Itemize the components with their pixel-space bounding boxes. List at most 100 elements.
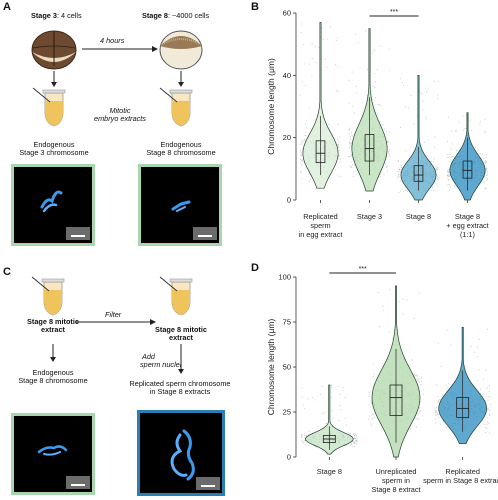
data-point	[340, 157, 342, 159]
data-point	[437, 417, 439, 419]
data-point	[374, 416, 376, 418]
data-point	[351, 134, 353, 136]
data-point	[422, 109, 424, 111]
data-point	[463, 129, 465, 132]
data-point	[372, 50, 374, 52]
data-point	[304, 123, 306, 125]
data-point	[427, 139, 429, 141]
data-point	[420, 381, 422, 383]
data-point	[400, 190, 402, 192]
data-point	[469, 119, 471, 121]
data-point	[448, 383, 450, 385]
data-point	[301, 164, 303, 166]
data-point	[450, 148, 453, 150]
category-label: sperm in Stage 8 extract	[423, 476, 498, 485]
category-label: Replicated	[303, 212, 337, 221]
data-point	[349, 144, 352, 146]
data-point	[303, 162, 305, 164]
data-point	[351, 71, 353, 73]
data-point	[371, 403, 373, 405]
data-point	[349, 135, 352, 137]
data-point	[488, 414, 490, 416]
data-point	[414, 372, 416, 375]
data-point	[476, 346, 478, 348]
data-point	[464, 127, 466, 129]
data-point	[489, 409, 491, 411]
data-point	[353, 443, 355, 445]
data-point	[301, 161, 303, 163]
data-point	[349, 432, 352, 434]
data-point	[375, 81, 377, 83]
category-label: Stage 8	[406, 212, 431, 221]
data-point	[398, 192, 400, 194]
data-point	[386, 156, 388, 158]
data-point	[339, 176, 341, 178]
data-point	[410, 94, 412, 96]
data-point	[307, 398, 309, 400]
data-point	[348, 79, 350, 81]
stage8-micrograph	[138, 164, 222, 246]
data-point	[300, 152, 302, 154]
data-point	[388, 48, 390, 50]
data-point	[489, 385, 491, 387]
y-tick-label: 25	[283, 408, 291, 417]
data-point	[416, 374, 418, 376]
data-point	[413, 318, 415, 320]
data-point	[399, 126, 401, 128]
y-tick-label: 50	[283, 363, 291, 372]
data-point	[455, 130, 457, 132]
box	[315, 140, 326, 164]
category-label: sperm in	[382, 476, 410, 485]
data-point	[450, 130, 453, 132]
data-point	[488, 391, 490, 393]
data-point	[402, 313, 404, 315]
data-point	[372, 417, 374, 419]
data-point	[437, 166, 439, 169]
data-point	[388, 155, 390, 157]
data-point	[435, 415, 437, 417]
category-label: Stage 8	[317, 467, 342, 476]
data-point	[435, 168, 437, 170]
data-point	[431, 187, 433, 189]
data-point	[388, 69, 390, 71]
data-point	[354, 441, 356, 443]
add-sperm-label: Add sperm nuclei	[140, 352, 182, 370]
data-point	[448, 189, 450, 192]
data-point	[388, 154, 391, 156]
data-point	[351, 441, 353, 443]
data-point	[337, 145, 339, 147]
data-point	[487, 422, 489, 425]
data-point	[354, 445, 356, 447]
data-point	[364, 30, 367, 32]
c-right-caption: Replicated sperm chromosome in Stage 8 ex…	[129, 379, 231, 397]
data-point	[337, 36, 339, 38]
y-tick-label: 20	[283, 133, 291, 142]
data-point	[470, 130, 472, 132]
data-point	[337, 157, 339, 159]
data-point	[477, 380, 479, 382]
data-point	[487, 407, 489, 409]
data-point	[478, 338, 480, 340]
y-tick-label: 0	[287, 196, 291, 205]
data-point	[450, 344, 452, 346]
data-point	[369, 393, 371, 396]
data-point	[486, 171, 488, 173]
data-point	[389, 331, 391, 333]
data-point	[383, 128, 385, 130]
data-point	[372, 375, 374, 377]
data-point	[402, 84, 404, 86]
data-point	[482, 153, 484, 155]
data-point	[482, 378, 485, 380]
data-point	[430, 160, 432, 162]
data-point	[399, 77, 402, 80]
data-point	[418, 378, 420, 380]
data-point	[354, 434, 356, 436]
data-point	[372, 414, 374, 416]
data-point	[484, 118, 486, 120]
time-label: 4 hours	[100, 36, 125, 45]
data-point	[300, 149, 302, 152]
data-point	[337, 123, 339, 126]
data-point	[373, 373, 375, 375]
data-point	[308, 63, 310, 65]
data-point	[401, 167, 403, 169]
